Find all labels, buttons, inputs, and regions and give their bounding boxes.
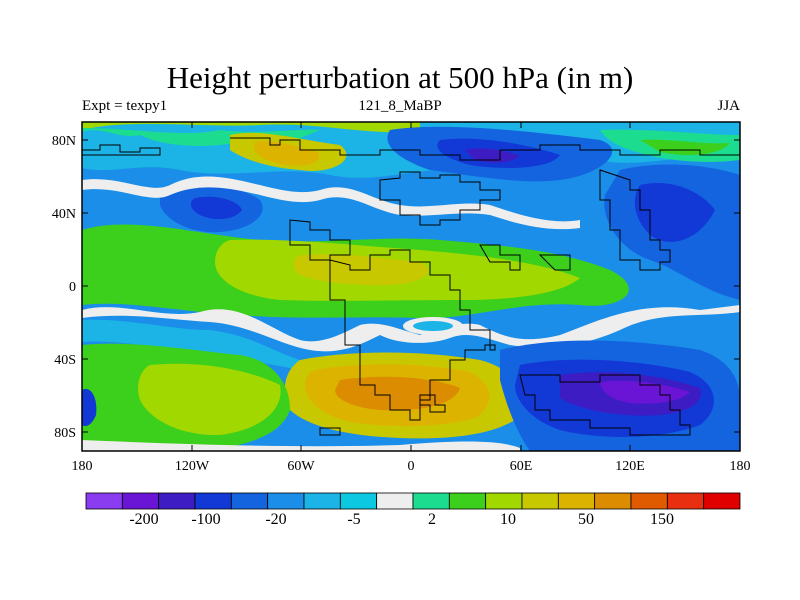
colorbar-swatch xyxy=(412,492,450,510)
colorbar-swatch xyxy=(158,492,196,510)
colorbar-swatch xyxy=(594,492,632,510)
colorbar-swatch xyxy=(267,492,305,510)
colorbar-swatch xyxy=(521,492,559,510)
season-label: JJA xyxy=(717,98,740,114)
x-axis-labels: 180 120W 60W 0 60E 120E 180 xyxy=(72,459,751,474)
colorbar-swatch xyxy=(121,492,160,510)
colorbar-label: 50 xyxy=(578,511,594,528)
colorbar-label: 150 xyxy=(650,511,674,528)
y-tick-label: 40S xyxy=(54,353,76,368)
colorbar-label: -5 xyxy=(347,511,360,528)
experiment-label: Expt = texpy1 xyxy=(82,98,168,114)
colorbar-swatch xyxy=(448,492,487,510)
x-tick-label: 180 xyxy=(730,459,751,474)
colorbar-label: 2 xyxy=(428,511,436,528)
x-tick-label: 120E xyxy=(615,459,645,474)
colorbar-swatch xyxy=(703,492,741,510)
colorbar xyxy=(85,492,741,510)
colorbar-swatch xyxy=(557,492,596,510)
colorbar-swatch xyxy=(85,492,123,510)
coastlines xyxy=(82,137,740,436)
y-tick-label: 80N xyxy=(52,134,76,149)
colorbar-swatch xyxy=(485,492,523,510)
x-tick-label: 180 xyxy=(72,459,93,474)
x-tick-label: 0 xyxy=(408,459,415,474)
case-label: 121_8_MaBP xyxy=(358,98,442,114)
colorbar-label: -100 xyxy=(191,511,220,528)
colorbar-swatch xyxy=(630,492,668,510)
colorbar-label: -20 xyxy=(265,511,286,528)
x-tick-label: 60W xyxy=(287,459,315,474)
colorbar-swatch xyxy=(666,492,705,510)
colorbar-swatch xyxy=(339,492,378,510)
colorbar-swatch xyxy=(303,492,341,510)
y-tick-label: 40N xyxy=(52,207,76,222)
colorbar-swatch xyxy=(376,492,414,510)
y-axis-labels: 80N 40N 0 40S 80S xyxy=(52,134,76,441)
colorbar-swatch xyxy=(194,492,232,510)
colorbar-label: -200 xyxy=(129,511,158,528)
contour-fill xyxy=(82,122,740,451)
x-tick-label: 120W xyxy=(175,459,210,474)
axis-ticks xyxy=(81,122,741,451)
colorbar-labels: -200 -100 -20 -5 2 10 50 150 xyxy=(129,511,674,528)
plot-title: Height perturbation at 500 hPa (in m) xyxy=(166,60,634,95)
colorbar-swatch xyxy=(230,492,269,510)
colorbar-label: 10 xyxy=(500,511,516,528)
x-tick-label: 60E xyxy=(510,459,533,474)
y-tick-label: 80S xyxy=(54,426,76,441)
y-tick-label: 0 xyxy=(69,280,76,295)
